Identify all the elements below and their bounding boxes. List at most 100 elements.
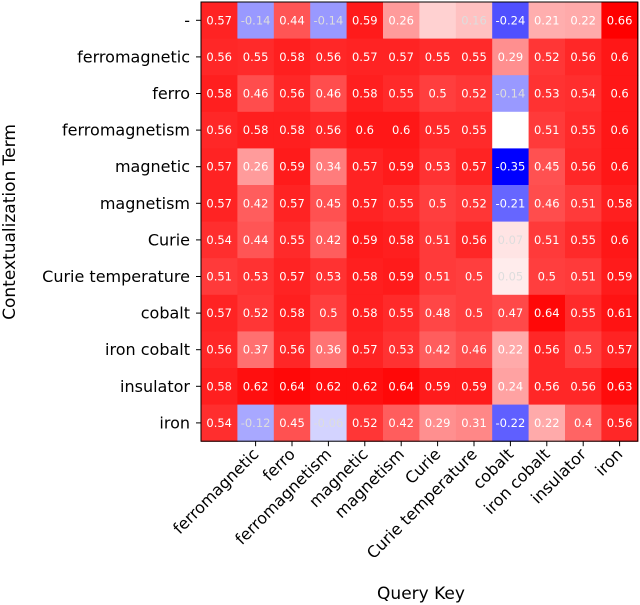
heatmap-cell bbox=[237, 2, 275, 40]
cell-value-label: 0.42 bbox=[388, 416, 414, 430]
heatmap-cell bbox=[419, 148, 457, 186]
y-tick-label: insulator bbox=[120, 377, 190, 396]
cell-value-label: 0.5 bbox=[465, 306, 483, 320]
cell-value-label: 0.58 bbox=[388, 233, 414, 247]
cell-value-label: 0.44 bbox=[243, 233, 269, 247]
cell-value-label: 0.61 bbox=[607, 306, 633, 320]
cell-value-label: 0.46 bbox=[243, 87, 269, 101]
heatmap-cell bbox=[528, 368, 566, 406]
heatmap-cell bbox=[565, 38, 602, 76]
cell-value-label: 0.42 bbox=[316, 233, 342, 247]
cell-value-label: -0.22 bbox=[496, 416, 526, 430]
heatmap-cell bbox=[528, 258, 566, 296]
heatmap-cell bbox=[455, 258, 493, 296]
heatmap-cell bbox=[201, 185, 238, 223]
heatmap-cell bbox=[601, 404, 639, 442]
cell-value-label: 0.34 bbox=[316, 160, 342, 174]
cell-value-label: 0.57 bbox=[352, 50, 378, 64]
heatmap-cell bbox=[601, 2, 639, 40]
heatmap-cell bbox=[201, 404, 238, 442]
heatmap-cells bbox=[201, 2, 639, 442]
cell-value-label: 0.47 bbox=[498, 306, 524, 320]
cell-value-label: 0.51 bbox=[570, 270, 596, 284]
heatmap-cell bbox=[201, 111, 238, 149]
x-tick-label: iron bbox=[591, 445, 626, 480]
cell-value-label: 0.57 bbox=[206, 13, 232, 27]
heatmap-cell bbox=[346, 38, 384, 76]
cell-value-label: 0.52 bbox=[534, 50, 560, 64]
cell-value-label: 0.56 bbox=[316, 123, 342, 137]
heatmap-cell bbox=[237, 331, 275, 369]
cell-value-label: 0.57 bbox=[352, 160, 378, 174]
heatmap-cell bbox=[528, 75, 566, 113]
cell-value-label: 0.6 bbox=[356, 123, 374, 137]
heatmap-cell bbox=[383, 331, 420, 369]
cell-value-label: 0.6 bbox=[610, 50, 628, 64]
cell-value-label: 0.36 bbox=[316, 343, 342, 357]
heatmap-cell bbox=[528, 221, 566, 259]
heatmap-cell bbox=[237, 258, 275, 296]
heatmap-cell bbox=[383, 368, 420, 406]
heatmap-cell bbox=[273, 185, 311, 223]
y-tick-label: magnetism bbox=[100, 194, 190, 213]
heatmap-cell bbox=[273, 258, 311, 296]
heatmap-cell bbox=[310, 258, 348, 296]
cell-value-label: 0.59 bbox=[279, 160, 305, 174]
heatmap-cell bbox=[528, 2, 566, 40]
cell-value-label: 0.56 bbox=[534, 343, 560, 357]
heatmap-cell bbox=[565, 258, 602, 296]
cell-value-label: 0.53 bbox=[243, 270, 269, 284]
heatmap-cell bbox=[237, 111, 275, 149]
heatmap-cell bbox=[565, 294, 602, 332]
heatmap-cell bbox=[601, 368, 639, 406]
cell-value-label: 0.59 bbox=[352, 13, 378, 27]
cell-value-label: 0.58 bbox=[279, 50, 305, 64]
cell-value-label: 0.57 bbox=[206, 196, 232, 210]
heatmap-cell bbox=[346, 221, 384, 259]
heatmap-cell bbox=[565, 185, 602, 223]
cell-value-label: 0.58 bbox=[243, 123, 269, 137]
cell-value-label: 0.56 bbox=[279, 343, 305, 357]
cell-value-label: 0.51 bbox=[534, 233, 560, 247]
heatmap-cell bbox=[419, 185, 457, 223]
cell-value-label: 0.05 bbox=[498, 270, 524, 284]
plot-frame bbox=[200, 1, 639, 442]
heatmap-cell bbox=[528, 331, 566, 369]
cell-value-label: 0.55 bbox=[388, 196, 414, 210]
heatmap-cell bbox=[492, 38, 530, 76]
cell-value-label: 0.59 bbox=[388, 270, 414, 284]
heatmap-cell bbox=[273, 404, 311, 442]
cell-value-label: 0.56 bbox=[570, 50, 596, 64]
y-tick-label: - bbox=[184, 11, 190, 30]
heatmap-cell bbox=[273, 148, 311, 186]
heatmap-cell bbox=[201, 75, 238, 113]
cell-value-label: 0.07 bbox=[498, 233, 524, 247]
cell-value-label: 0.53 bbox=[388, 343, 414, 357]
cell-value-label: 0.31 bbox=[461, 416, 487, 430]
heatmap-cell bbox=[455, 75, 493, 113]
cell-value-label: 0.56 bbox=[534, 379, 560, 393]
cell-value-label: 0.51 bbox=[425, 270, 451, 284]
cell-value-label: 0.58 bbox=[352, 306, 378, 320]
heatmap-cell bbox=[201, 221, 238, 259]
y-tick-label: Curie temperature bbox=[42, 267, 190, 286]
heatmap-cell bbox=[346, 331, 384, 369]
heatmap-cell bbox=[383, 185, 420, 223]
heatmap-cell bbox=[383, 294, 420, 332]
cell-value-label: 0.56 bbox=[206, 343, 232, 357]
cell-value-label: 0.5 bbox=[319, 306, 337, 320]
heatmap-cell bbox=[237, 368, 275, 406]
cell-value-label: 0.58 bbox=[206, 379, 232, 393]
heatmap-cell bbox=[273, 331, 311, 369]
y-axis-title: Contextualization Term bbox=[0, 124, 20, 320]
heatmap-cell bbox=[346, 185, 384, 223]
x-axis-ticks: ferromagneticferroferromagnetismmagnetic… bbox=[169, 441, 626, 563]
cell-value-label: 0.48 bbox=[425, 306, 451, 320]
cell-value-label: 0.42 bbox=[243, 196, 269, 210]
heatmap-cell bbox=[346, 404, 384, 442]
heatmap-cell bbox=[455, 185, 493, 223]
heatmap-cell bbox=[419, 221, 457, 259]
cell-value-label: 0.59 bbox=[461, 379, 487, 393]
cell-value-label: 0.57 bbox=[206, 160, 232, 174]
